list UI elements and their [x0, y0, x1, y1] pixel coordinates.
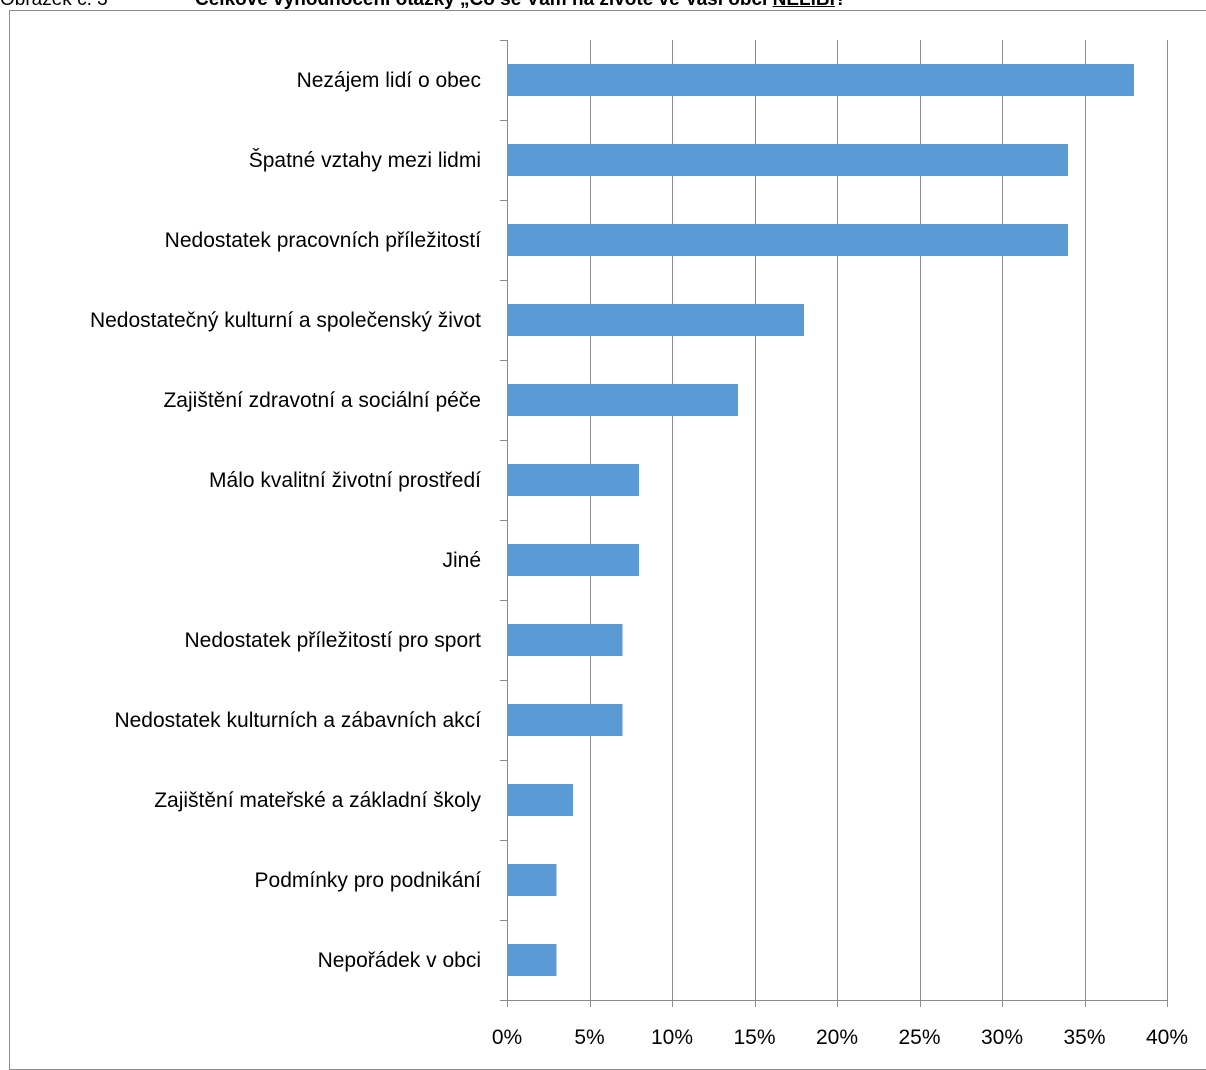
- bar: [507, 544, 639, 576]
- figure-title-start: Celkové vyhodnocení otázky „Co se Vám na…: [195, 0, 773, 10]
- bar: [507, 384, 738, 416]
- bar: [507, 864, 557, 896]
- category-label: Nedostatek kulturních a zábavních akcí: [114, 709, 481, 732]
- category-label: Nedostatek příležitostí pro sport: [185, 629, 482, 652]
- category-label: Málo kvalitní životní prostředí: [209, 469, 481, 492]
- category-label: Zajištění mateřské a základní školy: [154, 789, 481, 812]
- category-label: Nedostatečný kulturní a společenský živo…: [90, 309, 481, 332]
- x-tick-label: 40%: [1146, 1026, 1188, 1049]
- category-label: Špatné vztahy mezi lidmi: [249, 149, 481, 172]
- x-tick-label: 15%: [733, 1026, 775, 1049]
- figure-label: Obrázek č. 3: [0, 0, 195, 10]
- category-label: Nedostatek pracovních příležitostí: [165, 229, 481, 252]
- bar: [507, 464, 639, 496]
- figure-caption: Obrázek č. 3Celkové vyhodnocení otázky „…: [0, 0, 1206, 10]
- bar: [507, 144, 1068, 176]
- figure-title: Celkové vyhodnocení otázky „Co se Vám na…: [195, 0, 847, 10]
- category-label: Jiné: [442, 549, 481, 572]
- category-label: Podmínky pro podnikání: [255, 869, 482, 892]
- x-tick-label: 5%: [574, 1026, 604, 1049]
- figure-title-end: ?: [835, 0, 847, 10]
- category-label: Nezájem lidí o obec: [297, 69, 481, 92]
- bar: [507, 304, 804, 336]
- bar: [507, 944, 557, 976]
- category-label: Zajištění zdravotní a sociální péče: [163, 389, 481, 412]
- bar: [507, 624, 623, 656]
- bar: [507, 224, 1068, 256]
- bar: [507, 64, 1134, 96]
- x-tick-label: 20%: [816, 1026, 858, 1049]
- x-tick-label: 35%: [1063, 1026, 1105, 1049]
- category-label: Nepořádek v obci: [318, 949, 481, 972]
- x-tick-label: 0%: [492, 1026, 522, 1049]
- x-tick-label: 30%: [981, 1026, 1023, 1049]
- bar: [507, 784, 573, 816]
- x-tick-label: 25%: [898, 1026, 940, 1049]
- x-tick-label: 10%: [651, 1026, 693, 1049]
- bar: [507, 704, 623, 736]
- figure-title-emphasis: NELÍBÍ: [773, 0, 835, 10]
